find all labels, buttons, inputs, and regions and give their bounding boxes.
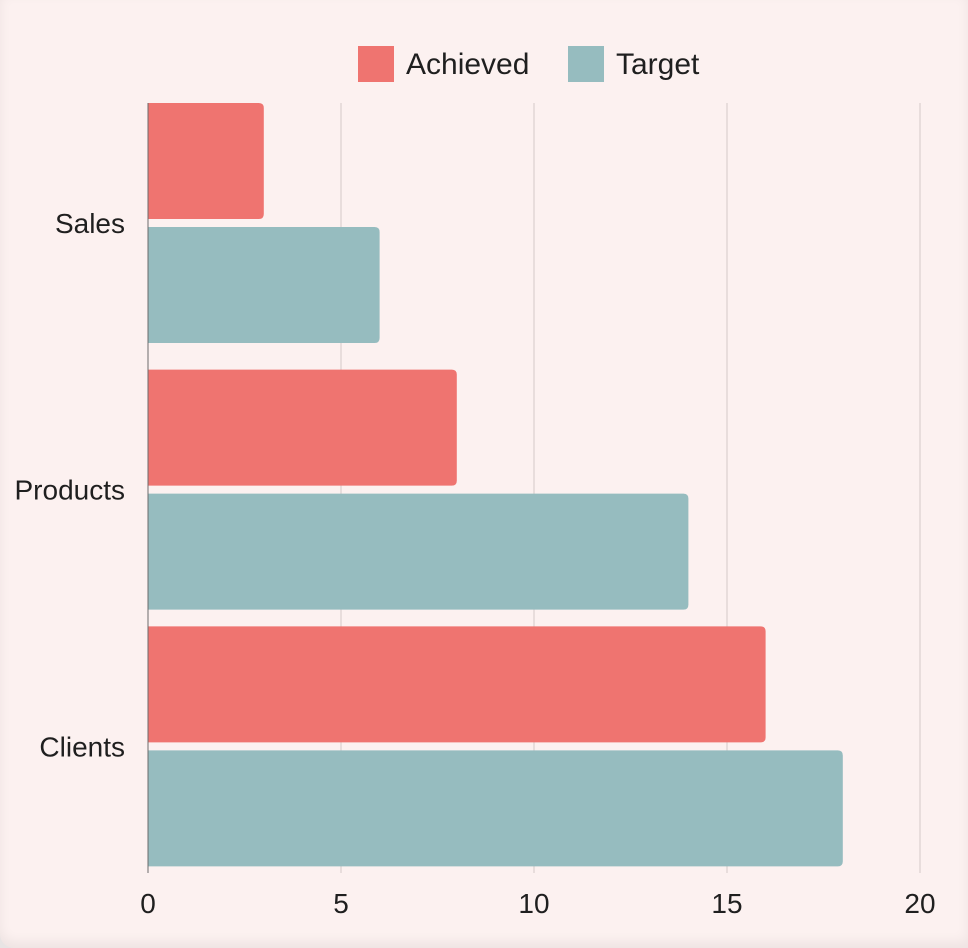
y-category-label: Clients bbox=[39, 731, 125, 762]
x-tick-label: 10 bbox=[518, 888, 549, 919]
legend-label-target: Target bbox=[616, 48, 700, 81]
legend-label-achieved: Achieved bbox=[406, 48, 529, 81]
legend: Achieved Target bbox=[358, 46, 700, 82]
x-tick-label: 15 bbox=[711, 888, 742, 919]
bar-achieved-products bbox=[148, 369, 457, 486]
legend-swatch-achieved bbox=[358, 46, 394, 82]
x-tick-label: 5 bbox=[333, 888, 349, 919]
bar-target-sales bbox=[148, 227, 380, 343]
bar-achieved-sales bbox=[148, 103, 264, 219]
bar-target-clients bbox=[148, 750, 843, 867]
y-category-label: Sales bbox=[55, 208, 125, 239]
x-tick-label: 0 bbox=[140, 888, 156, 919]
bar-achieved-clients bbox=[148, 626, 766, 743]
y-axis-categories: Sales Products Clients bbox=[15, 208, 126, 762]
grid-lines bbox=[340, 103, 921, 873]
bars bbox=[148, 103, 843, 867]
y-category-label: Products bbox=[15, 475, 126, 506]
bar-target-products bbox=[148, 493, 689, 610]
x-tick-label: 20 bbox=[904, 888, 935, 919]
x-axis-ticks: 0 5 10 15 20 bbox=[140, 888, 935, 919]
legend-swatch-target bbox=[568, 46, 604, 82]
